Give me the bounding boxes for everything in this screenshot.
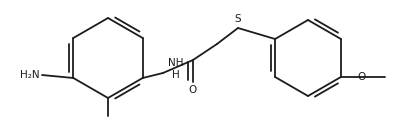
- Text: O: O: [188, 85, 197, 95]
- Text: NH: NH: [168, 58, 183, 68]
- Text: H: H: [172, 70, 179, 80]
- Text: H₂N: H₂N: [20, 70, 40, 80]
- Text: O: O: [357, 72, 365, 82]
- Text: S: S: [234, 14, 241, 24]
